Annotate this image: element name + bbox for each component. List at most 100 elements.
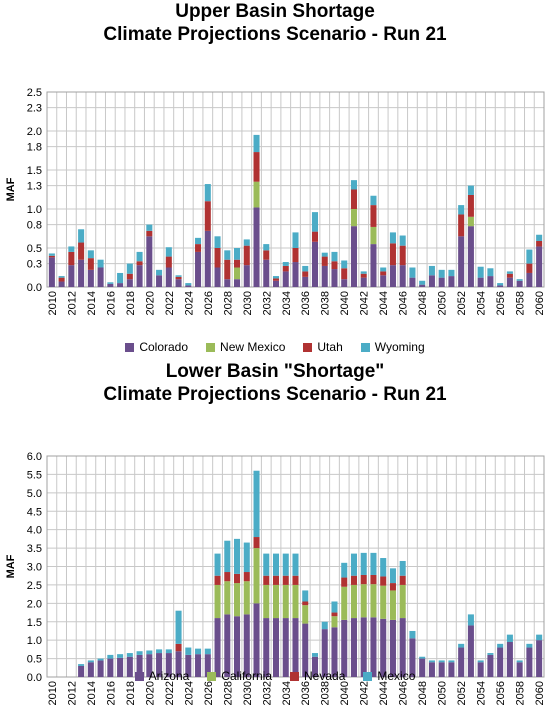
bar-segment-arizona <box>341 619 348 677</box>
bar-segment-mexico <box>263 553 270 576</box>
legend-item: Nevada <box>290 669 345 683</box>
x-tick-label: 2026 <box>203 291 215 315</box>
x-tick-label: 2050 <box>437 681 449 705</box>
bar-segment-nevada <box>272 575 280 585</box>
y-tick-label: 1.3 <box>27 181 42 193</box>
bar-segment-utah <box>136 261 143 266</box>
bar-segment-wyoming <box>195 237 202 245</box>
bar-segment-wyoming <box>321 252 328 257</box>
bar-segment-wyoming <box>399 235 406 246</box>
bar-segment-colorado <box>321 265 328 287</box>
bar-segment-california <box>234 583 241 617</box>
x-tick-label: 2060 <box>534 291 546 315</box>
bar-segment-mexico <box>234 538 241 574</box>
bar-segment-colorado <box>156 275 163 287</box>
bar-segment-wyoming <box>117 272 124 284</box>
legend-item: Arizona <box>134 669 189 683</box>
bar-segment-nevada <box>380 576 387 586</box>
bar-segment-utah <box>311 231 319 242</box>
bar-segment-new-mexico <box>234 267 241 280</box>
x-tick-label: 2056 <box>495 291 507 315</box>
bar-segment-colorado <box>341 279 348 287</box>
bar-segment-colorado <box>117 283 124 287</box>
bar-segment-wyoming <box>136 251 143 262</box>
bar-segment-mexico <box>341 562 348 578</box>
y-tick-label: 4.0 <box>27 525 42 537</box>
bar-segment-wyoming <box>536 234 543 241</box>
bar-segment-wyoming <box>409 267 416 278</box>
bar-segment-wyoming <box>311 212 319 232</box>
x-tick-label: 2022 <box>164 681 176 705</box>
bar-segment-arizona <box>526 647 533 677</box>
bar-segment-arizona <box>282 618 289 677</box>
bar-segment-california <box>292 584 299 619</box>
bar-segment-california <box>253 548 260 604</box>
bar-segment-wyoming <box>350 180 357 190</box>
bar-segment-wyoming <box>263 244 270 251</box>
bar-segment-utah <box>126 273 133 280</box>
bar-segment-mexico <box>204 648 211 655</box>
bar-segment-utah <box>321 256 328 266</box>
x-tick-label: 2054 <box>476 681 488 705</box>
bar-segment-utah <box>536 240 543 247</box>
y-tick-label: 0.3 <box>27 259 42 271</box>
bar-segment-mexico <box>497 643 504 648</box>
bar-segment-wyoming <box>360 271 367 274</box>
legend-swatch <box>363 671 373 681</box>
bar-segment-colorado <box>214 267 221 287</box>
bar-segment-wyoming <box>165 247 172 257</box>
bar-segment-mexico <box>419 656 426 659</box>
bar-segment-utah <box>389 243 396 266</box>
bar-segment-utah <box>175 276 182 280</box>
y-tick-label: 6.0 <box>27 451 42 463</box>
bar-segment-nevada <box>282 575 289 585</box>
bar-segment-arizona <box>458 647 465 677</box>
x-tick-label: 2018 <box>125 291 137 315</box>
x-tick-label: 2012 <box>66 291 78 315</box>
x-tick-label: 2016 <box>105 291 117 315</box>
bar-segment-arizona <box>467 625 474 677</box>
chart-title-line-1: Lower Basin "Shortage" <box>165 361 385 382</box>
x-tick-label: 2024 <box>183 681 195 705</box>
bar-segment-wyoming <box>497 283 504 286</box>
bar-segment-mexico <box>380 558 387 577</box>
bar-segment-california <box>224 581 231 615</box>
bar-segment-colorado <box>195 251 202 287</box>
x-tick-label: 2020 <box>144 291 156 315</box>
bar-segment-mexico <box>87 660 94 663</box>
bar-segment-mexico <box>360 552 367 575</box>
x-tick-label: 2014 <box>86 291 98 315</box>
bar-segment-arizona <box>224 614 231 677</box>
bar-segment-california <box>243 581 250 615</box>
bar-segment-mexico <box>389 568 396 584</box>
bar-segment-utah <box>204 201 211 231</box>
bar-segment-arizona <box>243 614 250 677</box>
bar-segment-utah <box>165 256 172 268</box>
legend-swatch <box>125 342 135 352</box>
y-tick-label: 1.5 <box>27 617 42 629</box>
x-tick-label: 2028 <box>222 681 234 705</box>
bar-segment-wyoming <box>204 184 211 202</box>
y-tick-label: 0.0 <box>27 672 42 684</box>
legend-item: California <box>207 669 272 683</box>
bar-segment-california <box>214 584 221 619</box>
bar-segment-colorado <box>487 276 494 287</box>
bar-segment-mexico <box>487 653 494 655</box>
bar-segment-colorado <box>506 277 513 287</box>
bar-segment-colorado <box>477 277 484 287</box>
bar-segment-mexico <box>526 643 533 648</box>
bar-segment-wyoming <box>380 267 387 272</box>
bar-segment-colorado <box>78 259 85 287</box>
bar-segment-wyoming <box>477 266 484 278</box>
bar-segment-colorado <box>165 267 172 287</box>
x-tick-label: 2012 <box>66 681 78 705</box>
bar-segment-wyoming <box>234 248 241 260</box>
bar-segment-utah <box>302 271 309 277</box>
bar-segment-colorado <box>389 265 396 287</box>
bar-segment-nevada <box>302 601 309 606</box>
bar-segment-utah <box>253 152 260 182</box>
bar-segment-wyoming <box>458 205 465 215</box>
bar-segment-mexico <box>214 553 221 576</box>
bar-segment-mexico <box>370 552 377 575</box>
x-tick-label: 2018 <box>125 681 137 705</box>
